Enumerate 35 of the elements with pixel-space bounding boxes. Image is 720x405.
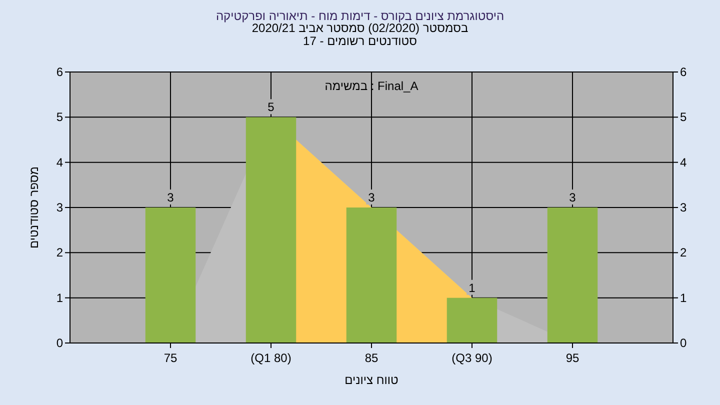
- x-tick-label: 85: [364, 351, 378, 365]
- bar: [547, 208, 598, 343]
- bar: [446, 298, 498, 343]
- y-axis-title: מספר סטודנטים: [27, 166, 41, 249]
- y-tick-label: 5: [56, 110, 64, 124]
- data-label: 5: [268, 100, 275, 114]
- y2-tick-label: 5: [680, 110, 687, 124]
- data-label: 1: [468, 280, 476, 295]
- y2-tick-label: 0: [680, 336, 687, 350]
- bar: [246, 117, 296, 343]
- text: סטודנטים רשומים - 17: [303, 34, 418, 48]
- y2-tick-label: 2: [680, 246, 687, 260]
- y2-tick-label: 3: [680, 200, 687, 214]
- y2-tick-label: 4: [680, 155, 687, 170]
- y2-tick-label: 1: [680, 290, 687, 305]
- x-tick-label: (Q3 90): [452, 351, 492, 365]
- y2-tick-label: 6: [680, 65, 687, 79]
- y-tick-label: 3: [56, 200, 64, 214]
- y-tick-label: 0: [56, 336, 64, 350]
- x-tick-label: (Q1 80): [250, 351, 292, 365]
- bar: [346, 208, 397, 343]
- chart-subtitle: בסמסטר (02/2020) סמסטר אביב 2020/21: [252, 21, 468, 35]
- y-tick-label: 2: [56, 246, 64, 260]
- x-tick-label: 95: [566, 351, 580, 365]
- y-tick-label: 6: [56, 65, 64, 79]
- y-tick-label: 1: [56, 290, 64, 305]
- data-label: 3: [167, 190, 174, 204]
- chart-title: היסטוגרמת ציונים בקורס - דימות מוח - תיאוריה ופרקטיקה: [216, 9, 504, 23]
- y-tick-label: 4: [56, 155, 64, 170]
- data-label: 3: [569, 190, 576, 204]
- data-label: 3: [368, 190, 376, 204]
- bar: [145, 208, 196, 343]
- x-tick-label: 75: [164, 351, 178, 365]
- x-axis-title: טווח ציונים: [344, 373, 399, 387]
- annotation: Final_A : במשימה: [324, 79, 418, 93]
